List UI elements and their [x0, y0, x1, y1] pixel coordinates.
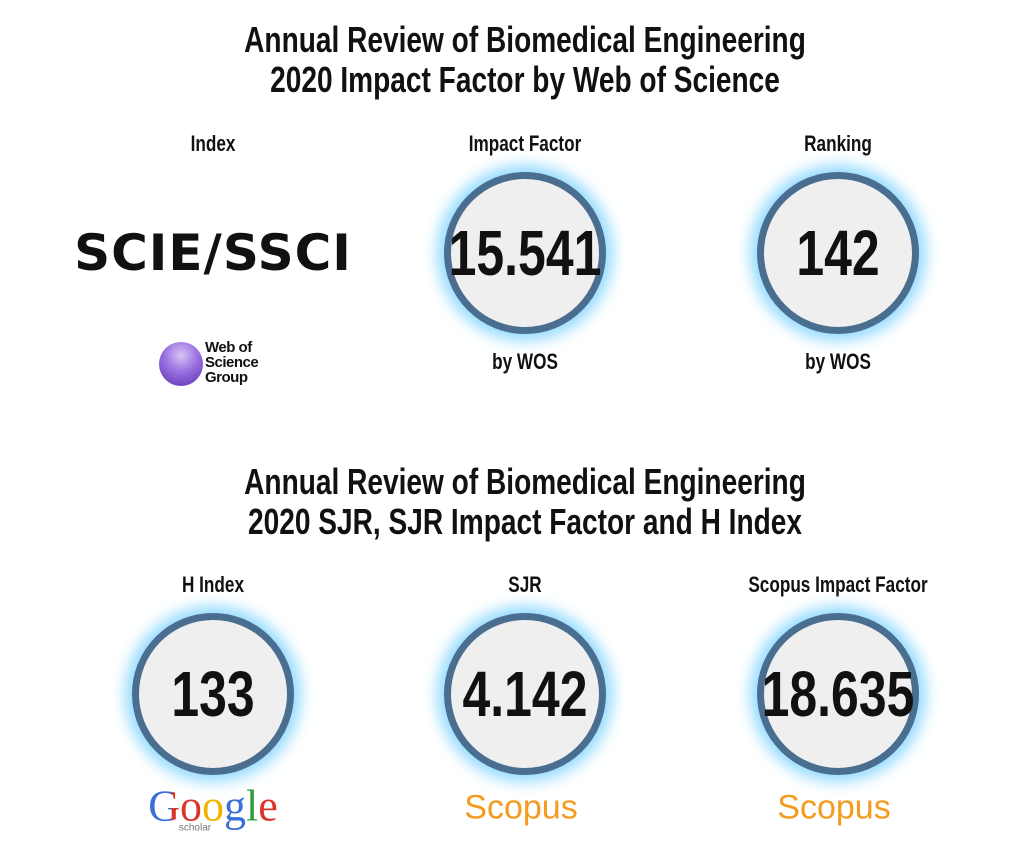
- metric-label: Scopus Impact Factor: [748, 572, 928, 597]
- logo-text: Group: [205, 369, 248, 386]
- section-title: 2020 Impact Factor by Web of Science: [270, 59, 780, 100]
- logo-text: Google: [148, 781, 278, 831]
- metric-value: 142: [796, 217, 880, 289]
- metric-value: 4.142: [462, 658, 588, 730]
- metric-label: Ranking: [804, 131, 872, 156]
- wos-icon: [159, 342, 203, 386]
- logo-text: Scopus: [777, 788, 891, 827]
- metric-circle: [757, 172, 919, 334]
- metric-value: 18.635: [761, 658, 915, 730]
- metric-label: H Index: [182, 572, 244, 597]
- logo-text: Scopus: [464, 788, 578, 827]
- metric-label: Index: [190, 131, 236, 156]
- metric-note: by WOS: [805, 349, 871, 374]
- metric-value: 15.541: [448, 217, 602, 289]
- metric-circle: [132, 613, 294, 775]
- metric-value: 133: [171, 658, 255, 730]
- metric-note: by WOS: [492, 349, 558, 374]
- metric-circle: [444, 172, 606, 334]
- metric-circle: [757, 613, 919, 775]
- metric-label: SJR: [508, 572, 542, 597]
- section-title: 2020 SJR, SJR Impact Factor and H Index: [248, 501, 802, 542]
- logo-text: Science: [205, 354, 259, 371]
- metric-circle: [444, 613, 606, 775]
- section-title: Annual Review of Biomedical Engineering: [244, 19, 806, 60]
- logo-text: scholar: [178, 822, 212, 834]
- section-title: Annual Review of Biomedical Engineering: [244, 461, 806, 502]
- logo-text: Web of: [205, 339, 252, 356]
- metric-label: Impact Factor: [468, 131, 582, 156]
- index-value: SCIE/SSCI: [74, 224, 352, 282]
